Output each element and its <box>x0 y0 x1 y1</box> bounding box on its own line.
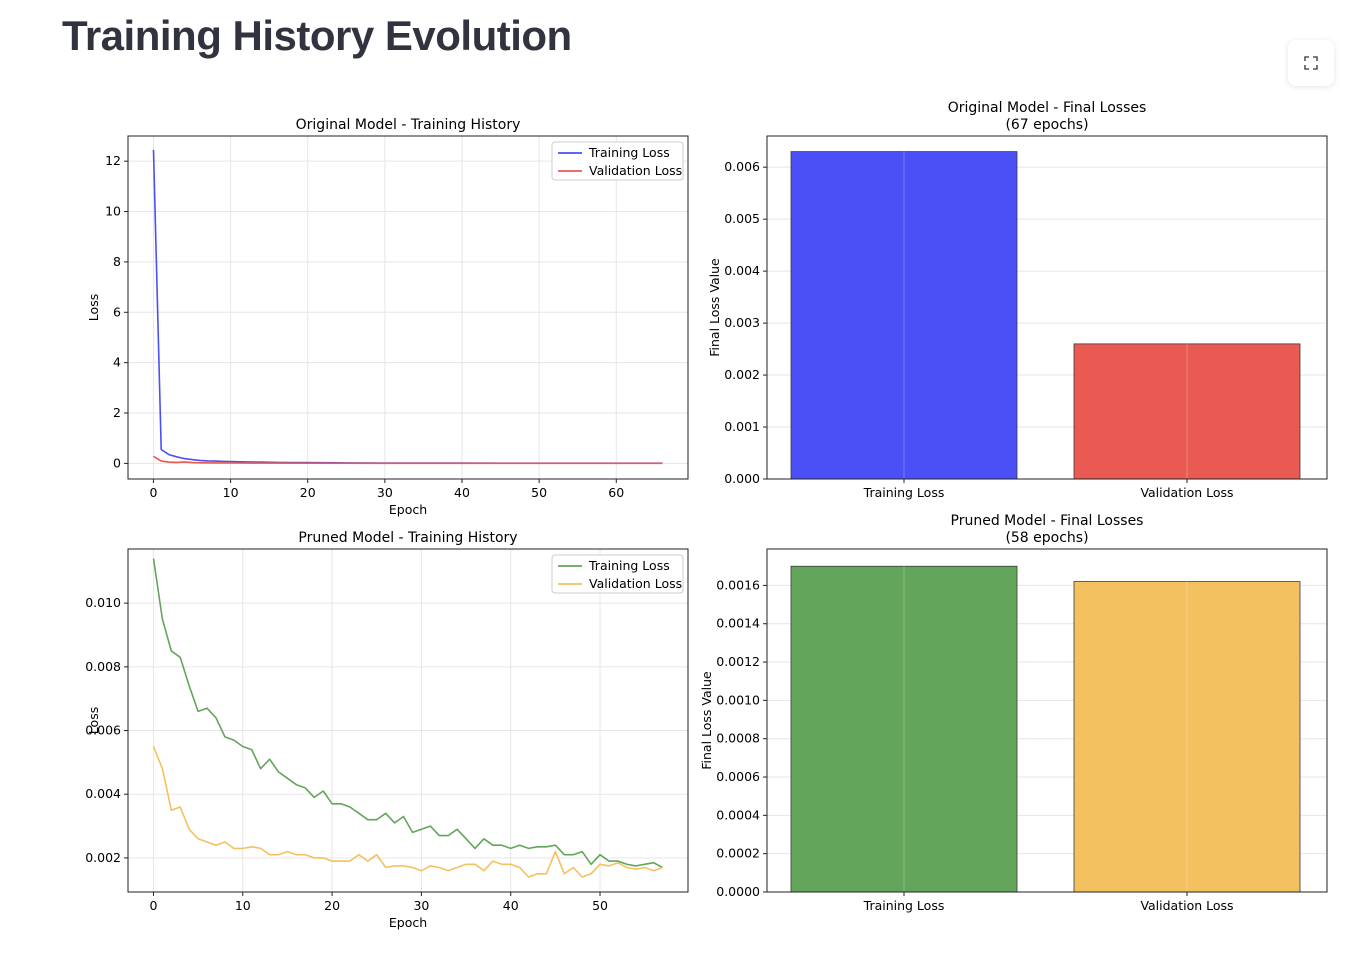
plot-frame <box>127 135 689 480</box>
legend-label: Validation Loss <box>589 163 682 178</box>
x-axis-label: Epoch <box>389 915 427 930</box>
chart-4: Training Loss Validation Loss 0.0000 0.0002… <box>699 513 1328 913</box>
fullscreen-icon <box>1304 56 1318 70</box>
y-tick-label: 0.0014 <box>716 616 760 631</box>
y-tick-label: 0.0002 <box>716 846 760 861</box>
y-tick-label: 0.0010 <box>716 692 760 707</box>
x-tick-label: 50 <box>592 898 608 913</box>
plot-frame <box>766 135 1328 480</box>
legend-box <box>551 554 684 594</box>
figure: 0 10 20 30 40 50 60 0 2 4 6 8 10 12 Original Model - T… <box>85 100 1328 930</box>
y-tick-label: 6 <box>113 304 121 319</box>
y-tick-label: 10 <box>105 204 121 219</box>
x-tick-label: 0 <box>149 898 157 913</box>
x-axis-label: Epoch <box>389 502 427 517</box>
bar-2 <box>1073 581 1301 893</box>
chart-2: Training Loss Validation Loss 0.000 0.001 0.… <box>707 100 1328 500</box>
y-tick-label: 0.0016 <box>716 577 760 592</box>
chart-subtitle: (67 epochs) <box>1005 117 1088 133</box>
y-tick-label: 0.0000 <box>716 884 760 899</box>
y-tick-label: 0.004 <box>724 263 760 278</box>
x-tick-label: 40 <box>454 485 470 500</box>
x-tick-label: 20 <box>300 485 316 500</box>
x-tick-label: 30 <box>413 898 429 913</box>
x-tick-label: Validation Loss <box>1140 898 1233 913</box>
legend: Training Loss Validation Loss <box>551 141 684 181</box>
y-tick-label: 0 <box>113 455 121 470</box>
y-tick-label: 0.004 <box>85 786 121 801</box>
legend-label: Training Loss <box>588 145 670 160</box>
series-line-2 <box>152 746 663 878</box>
chart-subtitle: (58 epochs) <box>1005 530 1088 546</box>
y-tick-label: 8 <box>113 254 121 269</box>
x-tick-label: 40 <box>503 898 519 913</box>
legend: Training Loss Validation Loss <box>551 554 684 594</box>
y-tick-label: 0.001 <box>724 419 760 434</box>
chart-title: Original Model - Training History <box>296 117 521 133</box>
x-tick-label: 10 <box>235 898 251 913</box>
chart-1: 0 10 20 30 40 50 60 0 2 4 6 8 10 12 Original Model - T… <box>86 117 689 517</box>
x-tick-label: Training Loss <box>863 898 945 913</box>
chart-title: Original Model - Final Losses <box>948 100 1147 116</box>
y-tick-label: 0.006 <box>85 723 121 738</box>
bar-2 <box>1073 343 1301 480</box>
y-axis-label: Loss <box>86 707 101 734</box>
y-tick-label: 2 <box>113 405 121 420</box>
y-axis-label: Loss <box>86 294 101 321</box>
x-tick-label: 60 <box>608 485 624 500</box>
legend-label: Training Loss <box>588 558 670 573</box>
y-tick-label: 0.0008 <box>716 731 760 746</box>
y-tick-label: 0.003 <box>724 315 760 330</box>
plot-frame <box>766 548 1328 893</box>
chart-title: Pruned Model - Final Losses <box>951 513 1144 529</box>
legend-box <box>551 141 684 181</box>
y-tick-label: 0.008 <box>85 659 121 674</box>
x-tick-label: Training Loss <box>863 485 945 500</box>
legend-label: Validation Loss <box>589 576 682 591</box>
series-line-2 <box>153 455 663 465</box>
x-tick-label: 30 <box>377 485 393 500</box>
y-tick-label: 0.002 <box>724 367 760 382</box>
plot-frame <box>127 548 689 893</box>
x-tick-label: Validation Loss <box>1140 485 1233 500</box>
fullscreen-button[interactable] <box>1288 40 1334 86</box>
y-tick-label: 0.0004 <box>716 807 760 822</box>
bar-1 <box>790 565 1018 893</box>
series-line-1 <box>152 149 663 465</box>
bar-1 <box>790 151 1018 480</box>
page-title: Training History Evolution <box>62 12 572 59</box>
y-tick-label: 0.000 <box>724 471 760 486</box>
y-tick-label: 0.0012 <box>716 654 760 669</box>
y-tick-label: 0.010 <box>85 595 121 610</box>
x-tick-label: 50 <box>531 485 547 500</box>
y-tick-label: 0.0006 <box>716 769 760 784</box>
y-tick-label: 0.006 <box>724 159 760 174</box>
y-tick-label: 0.005 <box>724 211 760 226</box>
x-tick-label: 0 <box>149 485 157 500</box>
chart-title: Pruned Model - Training History <box>298 530 517 546</box>
x-tick-label: 20 <box>324 898 340 913</box>
y-axis-label: Final Loss Value <box>707 258 722 357</box>
y-tick-label: 12 <box>105 153 121 168</box>
y-tick-label: 0.002 <box>85 850 121 865</box>
y-tick-label: 4 <box>113 355 121 370</box>
y-axis-label: Final Loss Value <box>699 671 714 770</box>
x-tick-label: 10 <box>223 485 239 500</box>
series-line-1 <box>152 558 663 869</box>
chart-3: 0 10 20 30 40 50 0.002 0.004 0.006 0.008 0.010 Prun… <box>85 530 689 930</box>
